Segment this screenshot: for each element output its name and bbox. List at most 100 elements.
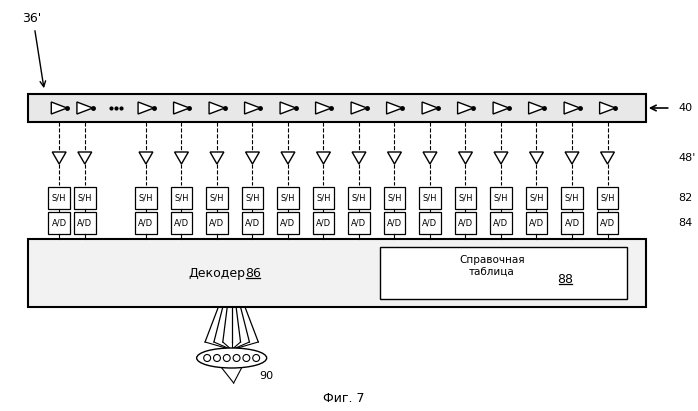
Text: 40: 40 (678, 103, 692, 113)
Bar (277, 187, 299, 209)
Bar (48, 187, 70, 209)
Text: A/D: A/D (600, 219, 615, 228)
Text: 84: 84 (678, 218, 692, 228)
Circle shape (204, 355, 211, 362)
Bar (526, 187, 547, 209)
Bar (490, 212, 512, 234)
Text: S/H: S/H (387, 194, 402, 203)
Bar (74, 187, 96, 209)
Polygon shape (459, 152, 473, 164)
Bar (206, 212, 228, 234)
Text: A/D: A/D (351, 219, 366, 228)
Text: A/D: A/D (565, 219, 579, 228)
Text: 90: 90 (259, 371, 274, 381)
Text: A/D: A/D (387, 219, 402, 228)
Text: 36': 36' (22, 12, 41, 25)
Text: A/D: A/D (174, 219, 189, 228)
Polygon shape (317, 152, 330, 164)
Text: A/D: A/D (52, 219, 67, 228)
Text: S/H: S/H (52, 194, 66, 203)
Bar (206, 187, 228, 209)
Polygon shape (280, 102, 296, 114)
Bar (526, 212, 547, 234)
Polygon shape (174, 152, 188, 164)
Polygon shape (351, 102, 367, 114)
Polygon shape (210, 152, 224, 164)
Bar (419, 187, 441, 209)
Bar (561, 187, 583, 209)
Text: Справочная
таблица: Справочная таблица (459, 255, 525, 277)
Polygon shape (600, 152, 614, 164)
Text: S/H: S/H (209, 194, 224, 203)
Bar (384, 187, 406, 209)
Circle shape (214, 355, 221, 362)
Polygon shape (564, 102, 580, 114)
Text: S/H: S/H (493, 194, 508, 203)
Bar (561, 212, 583, 234)
Polygon shape (423, 152, 437, 164)
Text: A/D: A/D (422, 219, 438, 228)
Text: S/H: S/H (245, 194, 260, 203)
Bar (490, 187, 512, 209)
Polygon shape (387, 152, 401, 164)
Text: A/D: A/D (281, 219, 295, 228)
Polygon shape (315, 102, 332, 114)
Polygon shape (77, 102, 93, 114)
Bar (597, 187, 618, 209)
Bar (419, 212, 441, 234)
Polygon shape (139, 152, 153, 164)
Text: Декодер: Декодер (188, 266, 246, 279)
Bar (170, 212, 193, 234)
Bar (48, 212, 70, 234)
Polygon shape (281, 152, 295, 164)
Text: S/H: S/H (281, 194, 295, 203)
Bar (135, 212, 157, 234)
Polygon shape (244, 102, 260, 114)
Bar (454, 212, 476, 234)
Bar (313, 212, 334, 234)
Polygon shape (600, 102, 616, 114)
Text: A/D: A/D (493, 219, 509, 228)
Polygon shape (246, 152, 260, 164)
Polygon shape (494, 152, 508, 164)
Text: 48': 48' (678, 153, 696, 163)
Circle shape (223, 355, 230, 362)
Text: S/H: S/H (77, 194, 92, 203)
Polygon shape (530, 152, 544, 164)
Circle shape (253, 355, 260, 362)
Text: A/D: A/D (209, 219, 225, 228)
Text: A/D: A/D (77, 219, 92, 228)
Polygon shape (52, 152, 66, 164)
Polygon shape (209, 102, 225, 114)
Text: S/H: S/H (139, 194, 153, 203)
Bar (384, 212, 406, 234)
Polygon shape (78, 152, 91, 164)
Bar (74, 212, 96, 234)
Polygon shape (387, 102, 402, 114)
Text: S/H: S/H (352, 194, 366, 203)
Bar (380, 247, 628, 299)
Bar (28, 94, 646, 122)
Polygon shape (352, 152, 366, 164)
Polygon shape (565, 152, 579, 164)
Bar (348, 187, 370, 209)
Polygon shape (51, 102, 67, 114)
Polygon shape (458, 102, 473, 114)
Text: S/H: S/H (174, 194, 188, 203)
Text: S/H: S/H (423, 194, 437, 203)
Bar (242, 212, 263, 234)
Polygon shape (493, 102, 509, 114)
Text: S/H: S/H (316, 194, 331, 203)
Text: A/D: A/D (138, 219, 154, 228)
Text: S/H: S/H (459, 194, 473, 203)
Ellipse shape (197, 348, 267, 368)
Bar (348, 212, 370, 234)
Text: Фиг. 7: Фиг. 7 (323, 392, 365, 404)
Text: A/D: A/D (458, 219, 473, 228)
Bar (277, 212, 299, 234)
Text: A/D: A/D (529, 219, 544, 228)
Text: A/D: A/D (316, 219, 331, 228)
Text: S/H: S/H (565, 194, 579, 203)
Bar (170, 187, 193, 209)
Text: 88: 88 (558, 272, 574, 286)
